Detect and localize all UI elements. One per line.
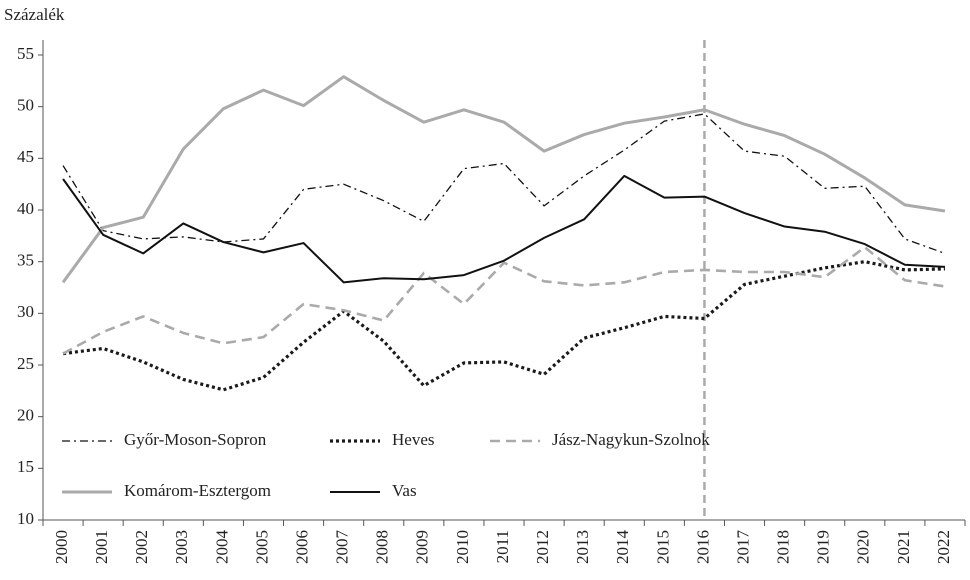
x-tick-label: 2017: [733, 530, 752, 565]
y-tick-label: 35: [17, 251, 34, 270]
y-tick-label: 45: [17, 147, 34, 166]
x-tick-label: 2013: [573, 530, 592, 564]
legend-label: Jász-Nagykun-Szolnok: [552, 430, 710, 449]
legend-label: Heves: [392, 430, 434, 449]
series-line: [62, 174, 946, 284]
x-tick-label: 2018: [774, 530, 793, 564]
x-tick-label: 2012: [533, 530, 552, 564]
x-tick-label: 2021: [894, 530, 913, 564]
x-tick-label: 2020: [854, 530, 873, 564]
x-tick-label: 2005: [252, 530, 271, 564]
y-axis-label: Százalék: [4, 5, 65, 24]
y-tick-label: 55: [17, 44, 34, 63]
legend-label: Győr-Moson-Sopron: [124, 430, 267, 449]
y-tick-label: 10: [17, 509, 34, 528]
legend-label: Komárom-Esztergom: [124, 481, 271, 500]
x-tick-label: 2000: [52, 530, 71, 564]
x-tick-label: 2006: [292, 530, 311, 564]
x-tick-label: 2019: [814, 530, 833, 564]
x-tick-label: 2015: [653, 530, 672, 564]
x-tick-label: 2011: [493, 530, 512, 563]
y-tick-label: 50: [17, 96, 34, 115]
x-tick-label: 2004: [212, 530, 231, 565]
x-tick-label: 2016: [693, 530, 712, 564]
series-line: [61, 75, 946, 284]
x-tick-label: 2003: [172, 530, 191, 564]
x-tick-label: 2022: [934, 530, 953, 564]
x-tick-label: 2007: [333, 530, 352, 565]
series-line: [62, 245, 946, 355]
x-tick-label: 2009: [413, 530, 432, 564]
y-tick-label: 40: [17, 199, 34, 218]
series-line: [62, 260, 945, 392]
x-tick-label: 2002: [132, 530, 151, 564]
legend-label: Vas: [392, 481, 417, 500]
series-line: [62, 113, 946, 255]
x-tick-label: 2010: [453, 530, 472, 564]
x-tick-label: 2008: [373, 530, 392, 564]
x-tick-label: 2014: [613, 530, 632, 565]
y-tick-label: 30: [17, 302, 34, 321]
y-tick-label: 20: [17, 406, 34, 425]
y-tick-label: 15: [17, 457, 34, 476]
x-tick-label: 2001: [92, 530, 111, 564]
y-tick-label: 25: [17, 354, 34, 373]
